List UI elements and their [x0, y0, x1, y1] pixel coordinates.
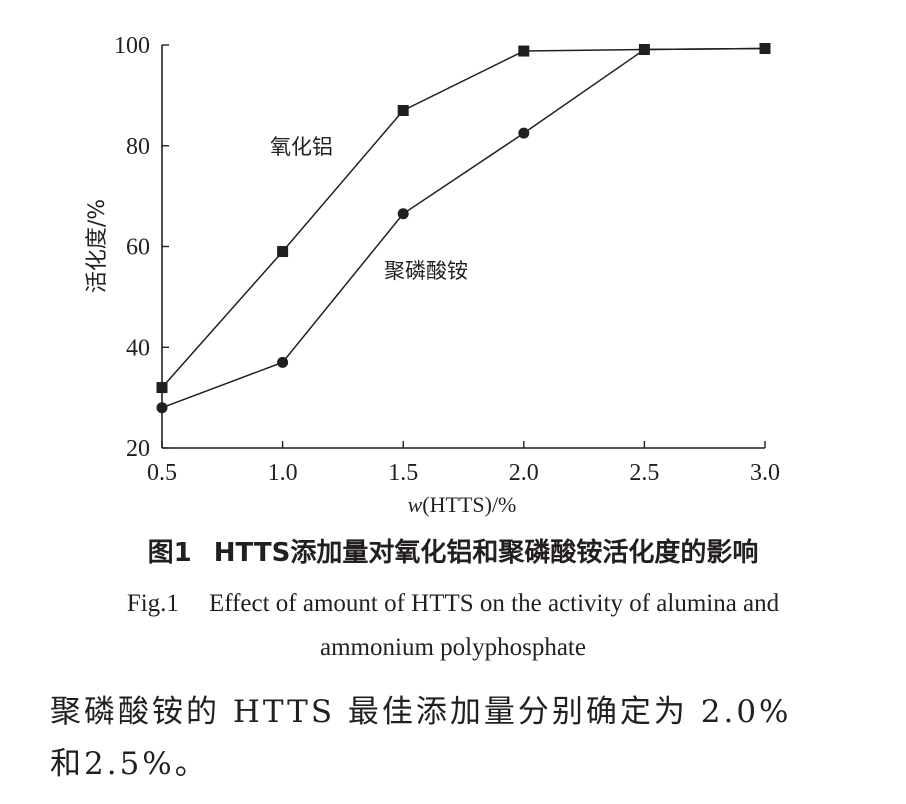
y-tick-label: 20 [126, 436, 150, 462]
chart-axes [161, 45, 765, 449]
circle-marker [518, 127, 530, 139]
caption-chinese: 图1 HTTS添加量对氧化铝和聚磷酸铵活化度的影响 [0, 532, 906, 569]
square-marker [518, 45, 530, 57]
body-paragraph: 聚磷酸铵的 HTTS 最佳添加量分别确定为 2.0% 和2.5%。 [50, 686, 870, 790]
x-tick-label: 3.0 [750, 460, 780, 486]
x-axis-title: w(HTTS)/% [408, 492, 517, 517]
x-axis-title-var: w [408, 492, 423, 517]
activity-chart: 0.5 1.0 1.5 2.0 2.5 3.0 20 40 60 80 100 活化度/% w(HT… [85, 33, 780, 517]
x-tick-label: 2.0 [509, 460, 539, 486]
caption-zh-text: HTTS添加量对氧化铝和聚磷酸铵活化度的影响 [213, 538, 759, 568]
body-line-1: 聚磷酸铵的 HTTS 最佳添加量分别确定为 2.0% [50, 694, 792, 730]
square-marker [156, 382, 168, 394]
chart-ticks: 0.5 1.0 1.5 2.0 2.5 3.0 20 40 60 80 100 [114, 33, 780, 486]
body-line-2: 和2.5%。 [50, 746, 209, 782]
caption-en-text: Effect of amount of HTTS on the activity… [208, 590, 780, 617]
caption-en-number: Fig.1 [126, 590, 179, 617]
circle-marker [638, 44, 650, 56]
series-label-app: 聚磷酸铵 [384, 259, 468, 283]
caption-english: Fig.1 Effect of amount of HTTS on the act… [0, 582, 906, 670]
square-marker [277, 246, 289, 258]
y-tick-label: 100 [114, 33, 150, 59]
circle-marker [277, 356, 289, 368]
series-line-1 [161, 47, 766, 409]
series-label-alumina: 氧化铝 [270, 135, 333, 159]
caption-en-line1: Fig.1 Effect of amount of HTTS on the act… [0, 582, 906, 626]
y-tick-label: 80 [126, 134, 150, 160]
y-tick-label: 60 [126, 235, 150, 261]
chart-series [156, 43, 771, 414]
circle-marker [397, 208, 409, 220]
circle-marker [156, 402, 168, 414]
series-line-0 [161, 47, 766, 389]
y-tick-label: 40 [126, 335, 150, 361]
x-tick-label: 1.0 [268, 460, 298, 486]
x-axis-title-unit: (HTTS)/% [422, 492, 516, 517]
y-axis-title: 活化度/% [85, 199, 110, 293]
x-tick-label: 0.5 [147, 460, 177, 486]
caption-en-line2: ammonium polyphosphate [320, 634, 586, 661]
circle-marker [759, 43, 771, 55]
x-tick-label: 1.5 [388, 460, 418, 486]
x-tick-label: 2.5 [629, 460, 659, 486]
caption-zh-number: 图1 [147, 538, 192, 568]
square-marker [397, 104, 409, 116]
